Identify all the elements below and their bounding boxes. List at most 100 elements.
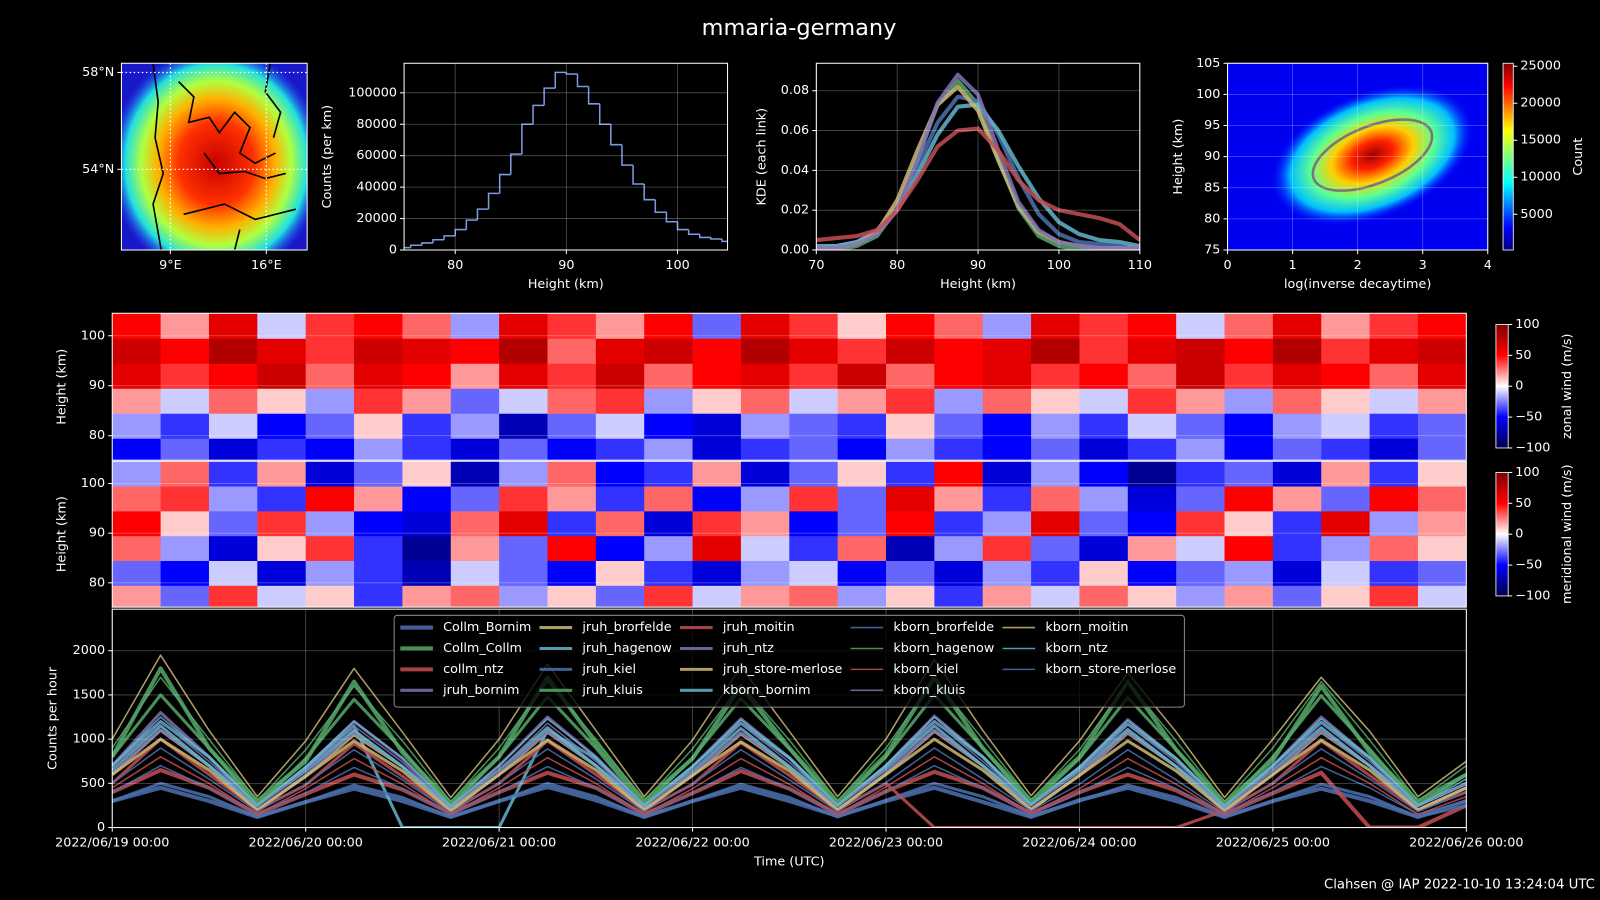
heatmap-cell bbox=[402, 461, 452, 487]
series-line bbox=[112, 756, 1467, 816]
heatmap-cell bbox=[1369, 461, 1419, 487]
heatmap-cell bbox=[160, 535, 210, 561]
heatmap-cell bbox=[934, 461, 984, 487]
colorbar-tick-label: 100 bbox=[1515, 465, 1539, 480]
heatmap-cell bbox=[257, 486, 307, 512]
colorbar-tick-label: −100 bbox=[1515, 588, 1550, 603]
histogram-step bbox=[432, 239, 445, 243]
heatmap-cell bbox=[112, 486, 162, 512]
map-background bbox=[121, 63, 308, 250]
y-tick-label: 2000 bbox=[73, 643, 105, 658]
heatmap-cell bbox=[837, 585, 887, 608]
heatmap-cell bbox=[1224, 363, 1274, 389]
heatmap-cell bbox=[837, 461, 887, 487]
heatmap-cell bbox=[1321, 438, 1371, 461]
colorbar-tick-label: 10000 bbox=[1520, 170, 1561, 185]
axes-frame bbox=[111, 312, 1467, 461]
heatmap-cell bbox=[1272, 313, 1322, 339]
heatmap-cell bbox=[1127, 560, 1177, 586]
heatmap-cell bbox=[257, 585, 307, 608]
heatmap-cell bbox=[547, 560, 597, 586]
heatmap-cell bbox=[402, 338, 452, 364]
heatmap-cell bbox=[1079, 535, 1129, 561]
heatmap-cell bbox=[354, 585, 403, 608]
heatmap-cell bbox=[1369, 313, 1419, 339]
heatmap-cell bbox=[1127, 438, 1177, 461]
heatmap-cell bbox=[547, 585, 597, 608]
heatmap-cell bbox=[1321, 363, 1371, 389]
heatmap-cell bbox=[595, 338, 645, 364]
heatmap-cell bbox=[499, 510, 548, 537]
heatmap-cell bbox=[547, 438, 597, 461]
y-axis-label: Counts (per km) bbox=[320, 105, 335, 209]
series-line bbox=[112, 654, 1467, 799]
heatmap-cell bbox=[982, 535, 1032, 561]
x-axis-label: log(inverse decaytime) bbox=[1284, 277, 1431, 292]
heatmap-cell bbox=[305, 535, 355, 561]
heatmap-cell bbox=[547, 338, 597, 364]
heatmap-cell bbox=[208, 535, 258, 561]
heatmap-cell bbox=[1031, 388, 1080, 414]
heatmap-cell bbox=[595, 535, 645, 561]
series-line bbox=[112, 737, 1467, 813]
heatmap-cell bbox=[789, 486, 839, 512]
heatmap-cell bbox=[112, 560, 162, 586]
heatmap-cell bbox=[1321, 313, 1371, 339]
legend-label: kborn_moitin bbox=[1045, 620, 1128, 635]
heatmap-cell bbox=[1272, 585, 1322, 608]
series-line bbox=[112, 716, 1467, 808]
heatmap-cell bbox=[595, 486, 645, 512]
heatmap-cell bbox=[1176, 560, 1226, 586]
y-axis-label: Height (km) bbox=[1171, 119, 1186, 195]
x-tick-label: 100 bbox=[665, 258, 689, 273]
heatmap-cell bbox=[934, 585, 984, 608]
heatmap-cell bbox=[1369, 413, 1419, 439]
heatmap-cell bbox=[886, 560, 935, 586]
heatmap-cell bbox=[886, 363, 935, 389]
heatmap-cell bbox=[692, 535, 742, 561]
panel: 80 90 100 Height (km) −100 −50 0 50 100 meridiona… bbox=[55, 460, 1575, 608]
heatmap-cell bbox=[257, 388, 307, 414]
heatmap-cell bbox=[1176, 413, 1226, 439]
heatmap-cell bbox=[1031, 363, 1080, 389]
heatmap-cell bbox=[692, 486, 742, 512]
heatmap-cell bbox=[547, 313, 597, 339]
y-tick-label: 100 bbox=[81, 328, 105, 343]
heatmap-cell bbox=[1224, 388, 1274, 414]
heatmap-cell bbox=[740, 510, 790, 537]
heatmap-cell bbox=[354, 313, 403, 339]
heatmap-cell bbox=[1272, 461, 1322, 487]
heatmap-cell bbox=[982, 510, 1032, 537]
heatmap-cell bbox=[547, 363, 597, 389]
heatmap-cell bbox=[644, 363, 694, 389]
heatmap-cell bbox=[1321, 413, 1371, 439]
footer: Clahsen @ IAP 2022-10-10 13:24:04 UTC bbox=[1324, 878, 1595, 893]
heatmap-cell bbox=[1176, 510, 1226, 537]
heatmap-cell bbox=[595, 413, 645, 439]
y-tick-label: 95 bbox=[1204, 118, 1220, 133]
heatmap-cell bbox=[305, 413, 355, 439]
heatmap-cell bbox=[1031, 585, 1080, 608]
legend-label: jruh_store-merlose bbox=[722, 662, 843, 677]
heatmap-cell bbox=[547, 388, 597, 414]
heatmap-cell bbox=[402, 560, 452, 586]
colorbar-tick-label: −50 bbox=[1515, 410, 1542, 425]
heatmap-cell bbox=[257, 535, 307, 561]
heatmap-cell bbox=[692, 461, 742, 487]
legend-label: jruh_moitin bbox=[722, 620, 795, 635]
heatmap-cell bbox=[1224, 413, 1274, 439]
heatmap-cell bbox=[112, 510, 162, 537]
plot-area bbox=[404, 71, 728, 249]
heatmap-cell bbox=[499, 461, 548, 487]
heatmap-cell bbox=[934, 486, 984, 512]
heatmap-cell bbox=[450, 413, 500, 439]
y-tick-label: 0.00 bbox=[781, 243, 809, 258]
heatmap-cell bbox=[644, 486, 694, 512]
heatmap-cell bbox=[1127, 363, 1177, 389]
heatmap-cell bbox=[1079, 313, 1129, 339]
y-tick-label: 20000 bbox=[356, 211, 397, 226]
heatmap-cell bbox=[982, 338, 1032, 364]
heatmap-cell bbox=[112, 585, 162, 608]
